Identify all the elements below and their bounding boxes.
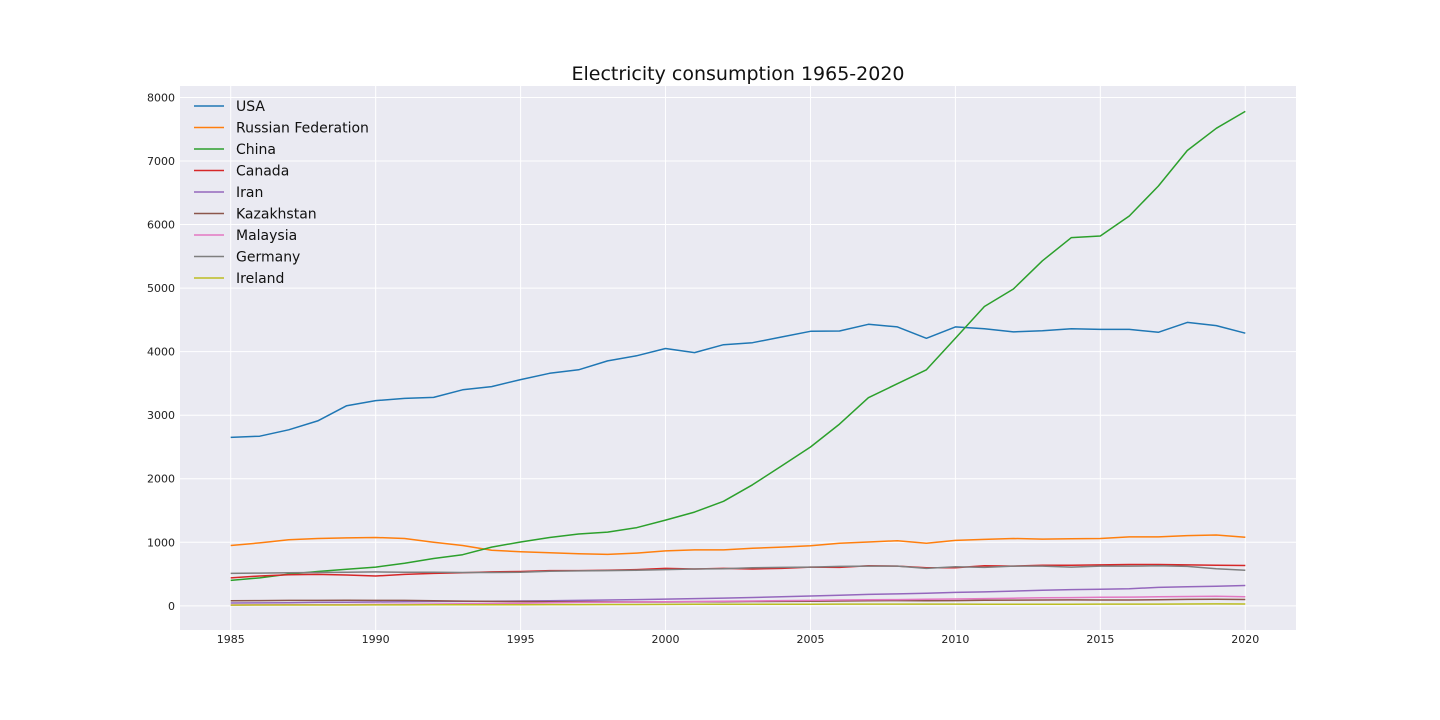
series-line-china [230, 110, 1246, 582]
y-tick-label: 8000 [147, 91, 175, 104]
x-tick-label: 2010 [941, 633, 969, 646]
legend-label: Malaysia [236, 228, 297, 244]
legend-label: China [236, 142, 276, 158]
x-tick-label: 1995 [507, 633, 535, 646]
legend-label: Russian Federation [236, 121, 369, 137]
x-tick-label: 2000 [652, 633, 680, 646]
y-tick-label: 1000 [147, 536, 175, 549]
legend-item-usa: USA [194, 99, 265, 115]
legend-label: Kazakhstan [236, 207, 317, 223]
x-axis: 1985 1990 1995 2000 2005 2010 2015 2020 [217, 633, 1260, 646]
series-line-ireland [230, 603, 1246, 606]
y-axis: 0 1000 2000 3000 4000 5000 6000 7000 8000 [147, 91, 175, 612]
chart-title: Electricity consumption 1965-2020 [571, 63, 904, 85]
x-tick-label: 1985 [217, 633, 245, 646]
legend-label: Germany [236, 250, 300, 266]
legend-item-germany: Germany [194, 250, 300, 266]
legend-item-canada: Canada [194, 164, 289, 180]
legend-item-china: China [194, 142, 276, 158]
y-tick-label: 0 [168, 600, 175, 613]
legend-label: Ireland [236, 271, 284, 287]
y-tick-label: 5000 [147, 282, 175, 295]
series-line-germany [230, 565, 1246, 575]
x-tick-label: 2005 [796, 633, 824, 646]
legend-label: Canada [236, 164, 289, 180]
y-tick-label: 3000 [147, 409, 175, 422]
plot-area [180, 86, 1296, 630]
y-tick-label: 7000 [147, 155, 175, 168]
y-tick-label: 6000 [147, 219, 175, 232]
legend-item-iran: Iran [194, 185, 263, 201]
legend-label: Iran [236, 185, 263, 201]
y-tick-label: 4000 [147, 346, 175, 359]
legend-item-ireland: Ireland [194, 271, 284, 287]
x-tick-label: 2020 [1231, 633, 1259, 646]
series-line-iran [230, 584, 1246, 604]
x-tick-label: 1990 [362, 633, 390, 646]
grid [180, 86, 1296, 630]
series-line-russian-federation [230, 534, 1246, 556]
series-line-usa [230, 321, 1246, 439]
legend: USA Russian Federation China Canada Iran Kaza… [194, 99, 369, 287]
legend-item-russian-federation: Russian Federation [194, 121, 369, 137]
x-tick-label: 2015 [1086, 633, 1114, 646]
y-tick-label: 2000 [147, 473, 175, 486]
legend-item-malaysia: Malaysia [194, 228, 297, 244]
legend-item-kazakhstan: Kazakhstan [194, 207, 317, 223]
legend-label: USA [236, 99, 265, 115]
series-lines [230, 110, 1246, 606]
